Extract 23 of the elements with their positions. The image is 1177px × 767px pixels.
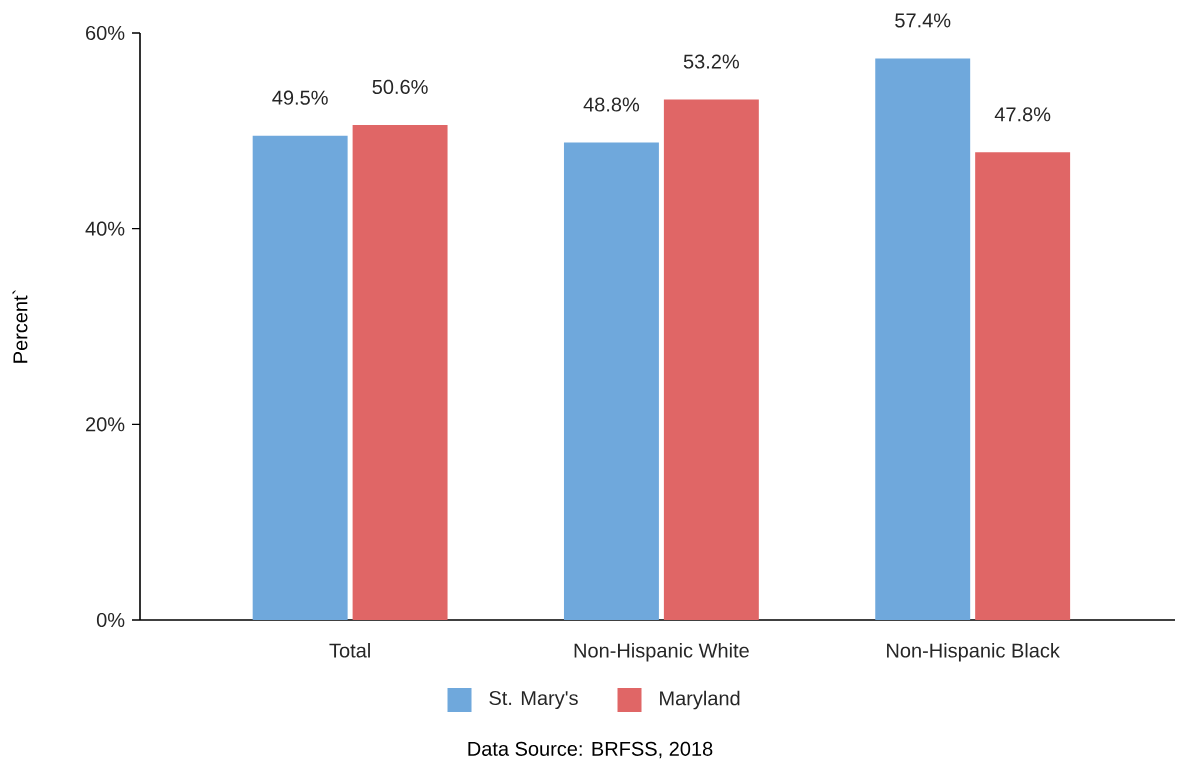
legend-label: St. Mary's [489, 690, 578, 710]
legend-label: Maryland [660, 690, 740, 710]
y-tick-label: 0% [96, 612, 125, 628]
y-tick-label: 20% [86, 417, 125, 432]
x-tick-label: Total [329, 642, 370, 658]
x-tick-label: Non-Hispanic White [574, 642, 749, 662]
data-label: 57.4% [895, 13, 951, 28]
bar [563, 142, 659, 620]
bar [975, 152, 1071, 620]
bar [352, 124, 448, 620]
y-tick-label: 40% [85, 221, 125, 236]
source-note: Data Source: BRFSS, 2018 [468, 741, 713, 759]
x-tick-label: Non-Hispanic Black [887, 642, 1060, 662]
data-label: 49.5% [272, 90, 328, 105]
data-label: 53.2% [683, 54, 739, 69]
data-label: 47.8% [994, 107, 1051, 122]
y-tick-label: 60% [86, 25, 125, 41]
y-axis-title: Percent` [12, 290, 28, 363]
bar [875, 58, 971, 620]
bar [252, 135, 348, 620]
bar [663, 99, 759, 620]
data-label: 48.8% [583, 97, 640, 112]
data-label: 50.6% [372, 79, 428, 95]
